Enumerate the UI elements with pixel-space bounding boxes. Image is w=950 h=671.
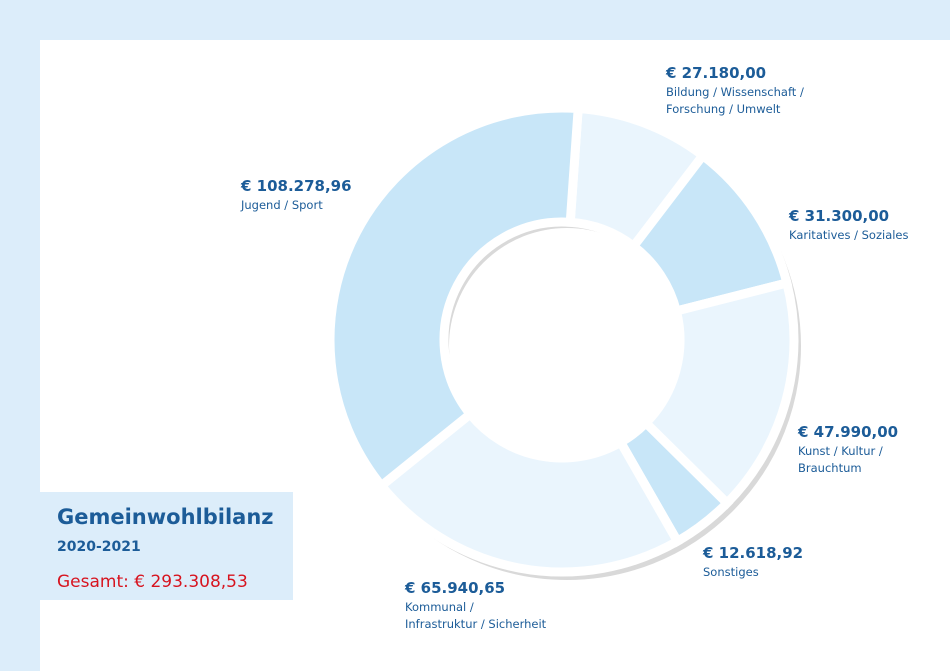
- value-label: € 31.300,00: [788, 207, 889, 225]
- value-label: € 27.180,00: [665, 64, 766, 82]
- category-label: Jugend / Sport: [240, 198, 323, 212]
- donut-segment: [325, 103, 583, 493]
- category-label: Brauchtum: [798, 461, 862, 475]
- category-label: Karitatives / Soziales: [789, 228, 909, 242]
- title-box: [40, 492, 293, 600]
- category-label: Forschung / Umwelt: [666, 102, 781, 116]
- category-label: Sonstiges: [703, 565, 759, 579]
- category-label: Kunst / Kultur /: [798, 444, 883, 458]
- donut-segment: [639, 277, 799, 510]
- category-label: Bildung / Wissenschaft /: [666, 85, 804, 99]
- donut-segment: [375, 407, 684, 577]
- value-label: € 12.618,92: [702, 544, 803, 562]
- total: Gesamt: € 293.308,53: [57, 572, 248, 592]
- category-label: Infrastruktur / Sicherheit: [405, 617, 547, 631]
- chart-title: Gemeinwohlbilanz: [57, 505, 274, 529]
- value-label: € 65.940,65: [404, 579, 505, 597]
- value-label: € 47.990,00: [797, 423, 898, 441]
- subtitle: 2020-2021: [57, 539, 141, 555]
- value-label: € 108.278,96: [240, 177, 352, 195]
- category-label: Kommunal /: [405, 600, 474, 614]
